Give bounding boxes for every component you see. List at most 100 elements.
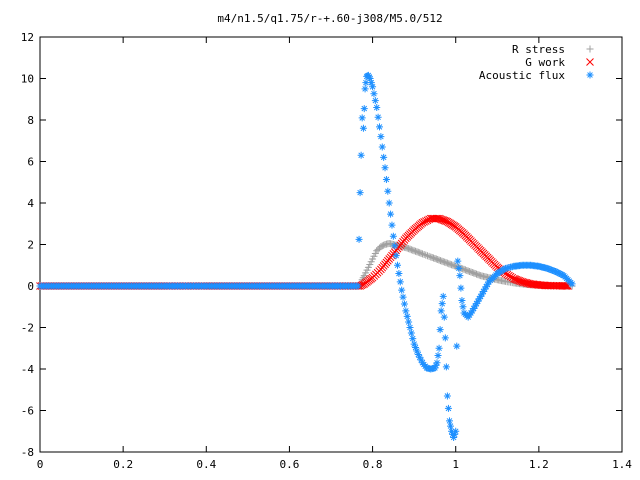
data-point bbox=[481, 285, 489, 293]
data-point bbox=[477, 292, 485, 300]
x-tick-label: 0.4 bbox=[196, 458, 216, 471]
data-point bbox=[356, 189, 364, 197]
data-point bbox=[438, 300, 446, 308]
data-point bbox=[409, 335, 417, 343]
data-point bbox=[422, 251, 430, 259]
data-point bbox=[448, 427, 456, 435]
data-point bbox=[433, 359, 441, 367]
data-point bbox=[439, 216, 448, 224]
data-point bbox=[459, 303, 467, 311]
data-point bbox=[402, 307, 410, 315]
data-point bbox=[374, 113, 382, 121]
data-point bbox=[405, 318, 413, 326]
data-point bbox=[432, 361, 440, 369]
data-point bbox=[515, 276, 524, 285]
data-point bbox=[457, 284, 465, 292]
data-point bbox=[392, 252, 400, 260]
data-point bbox=[453, 342, 461, 350]
legend-marker bbox=[586, 71, 594, 79]
y-tick-label: 4 bbox=[27, 197, 34, 210]
data-point bbox=[423, 252, 431, 260]
data-point bbox=[546, 265, 554, 273]
data-point bbox=[511, 275, 520, 284]
data-point bbox=[382, 175, 390, 183]
data-point bbox=[388, 221, 396, 229]
data-point bbox=[482, 283, 490, 291]
data-point bbox=[471, 302, 479, 310]
data-point bbox=[545, 265, 553, 273]
data-point bbox=[439, 292, 447, 300]
data-point bbox=[369, 83, 377, 91]
data-point bbox=[455, 264, 463, 272]
data-point bbox=[376, 123, 383, 131]
data-point bbox=[365, 73, 373, 81]
legend-marker bbox=[586, 45, 594, 53]
chart-title: m4/n1.5/q1.75/r-+.60-j308/M5.0/512 bbox=[217, 12, 442, 25]
y-tick-label: 0 bbox=[27, 280, 34, 293]
data-point bbox=[550, 267, 558, 275]
data-point bbox=[371, 97, 379, 105]
data-point bbox=[435, 344, 443, 352]
data-point bbox=[389, 232, 397, 240]
data-point bbox=[417, 249, 425, 257]
data-point bbox=[440, 313, 448, 321]
data-point bbox=[474, 297, 482, 305]
data-point bbox=[366, 75, 374, 82]
data-point bbox=[400, 300, 408, 308]
data-point bbox=[445, 417, 453, 425]
data-point bbox=[412, 344, 420, 352]
data-point bbox=[437, 307, 445, 315]
data-point bbox=[425, 252, 433, 260]
data-point bbox=[458, 297, 466, 305]
data-point bbox=[470, 304, 478, 312]
data-point bbox=[454, 257, 462, 265]
data-point bbox=[384, 187, 392, 195]
legend-label: G work bbox=[525, 56, 565, 69]
data-point bbox=[358, 114, 366, 122]
data-point bbox=[360, 105, 368, 113]
data-point bbox=[406, 324, 414, 331]
legend-label: Acoustic flux bbox=[479, 69, 565, 82]
y-tick-label: -4 bbox=[21, 363, 35, 376]
axes: 0 0.2 0.4 0.6 0.8 1 1.2 1.4 -8 -6 -4 -2 0 2 4 6 8 10 12 bbox=[21, 31, 633, 471]
data-point bbox=[362, 79, 370, 87]
data-point bbox=[373, 104, 381, 112]
data-point bbox=[396, 278, 404, 286]
data-point bbox=[355, 235, 363, 243]
x-tick-label: 0.2 bbox=[113, 458, 133, 471]
data-point bbox=[387, 210, 395, 218]
data-point bbox=[436, 215, 445, 223]
data-point bbox=[403, 312, 411, 320]
data-point bbox=[380, 153, 388, 161]
data-point bbox=[434, 352, 442, 360]
data-point bbox=[435, 214, 443, 223]
y-tick-label: 10 bbox=[21, 73, 34, 86]
data-point bbox=[385, 199, 393, 207]
data-marks bbox=[36, 71, 576, 441]
y-tick-label: -8 bbox=[21, 446, 34, 459]
x-tick-label: 1.2 bbox=[529, 458, 549, 471]
data-point bbox=[444, 404, 452, 412]
data-point bbox=[399, 293, 407, 301]
data-point bbox=[479, 288, 487, 296]
data-point bbox=[543, 264, 551, 272]
data-point bbox=[391, 242, 399, 250]
data-point bbox=[450, 433, 458, 441]
data-point bbox=[367, 79, 375, 87]
data-point bbox=[514, 276, 522, 285]
data-point bbox=[354, 282, 362, 290]
x-tick-label: 1.4 bbox=[612, 458, 632, 471]
data-point bbox=[436, 326, 444, 334]
data-point bbox=[414, 350, 422, 358]
data-point bbox=[381, 164, 389, 172]
x-tick-label: 0.6 bbox=[279, 458, 299, 471]
data-point bbox=[478, 290, 486, 298]
x-tick-label: 0 bbox=[37, 458, 44, 471]
data-point bbox=[473, 300, 480, 308]
data-point bbox=[420, 250, 428, 258]
data-point bbox=[398, 286, 406, 294]
data-point bbox=[549, 266, 557, 274]
y-tick-label: -2 bbox=[21, 322, 34, 335]
data-point bbox=[510, 274, 518, 283]
